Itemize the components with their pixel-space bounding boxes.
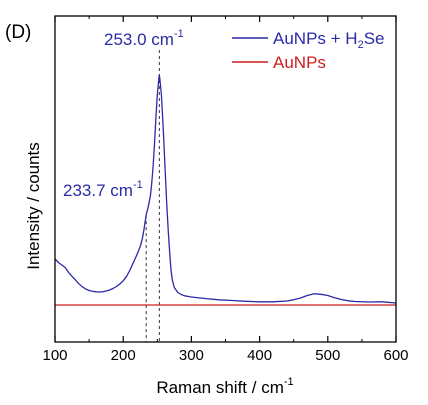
series-line-au-h2se (54, 74, 397, 304)
legend-label-au-h2se: AuNPs + H2Se (273, 29, 384, 51)
panel-label: (D) (5, 22, 31, 43)
peak-annotation-253: 253.0 cm-1 (104, 28, 184, 49)
plot-frame (54, 15, 397, 343)
x-axis-label: Raman shift / cm-1 (156, 376, 293, 397)
x-tick-label-400: 400 (247, 347, 272, 364)
legend-label-au: AuNPs (273, 53, 326, 72)
x-tick-label-200: 200 (111, 347, 136, 364)
x-tick-label-100: 100 (42, 347, 67, 364)
legend: AuNPs + H2Se AuNPs (232, 29, 384, 72)
x-tick-label-300: 300 (179, 347, 204, 364)
x-tick-label-500: 500 (315, 347, 340, 364)
x-tick-label-600: 600 (383, 347, 408, 364)
plot-area: 100 200 300 400 500 600 (42, 16, 409, 364)
peak-annotation-233-7: 233.7 cm-1 (63, 179, 143, 200)
y-axis-label: Intensity / counts (24, 142, 43, 270)
